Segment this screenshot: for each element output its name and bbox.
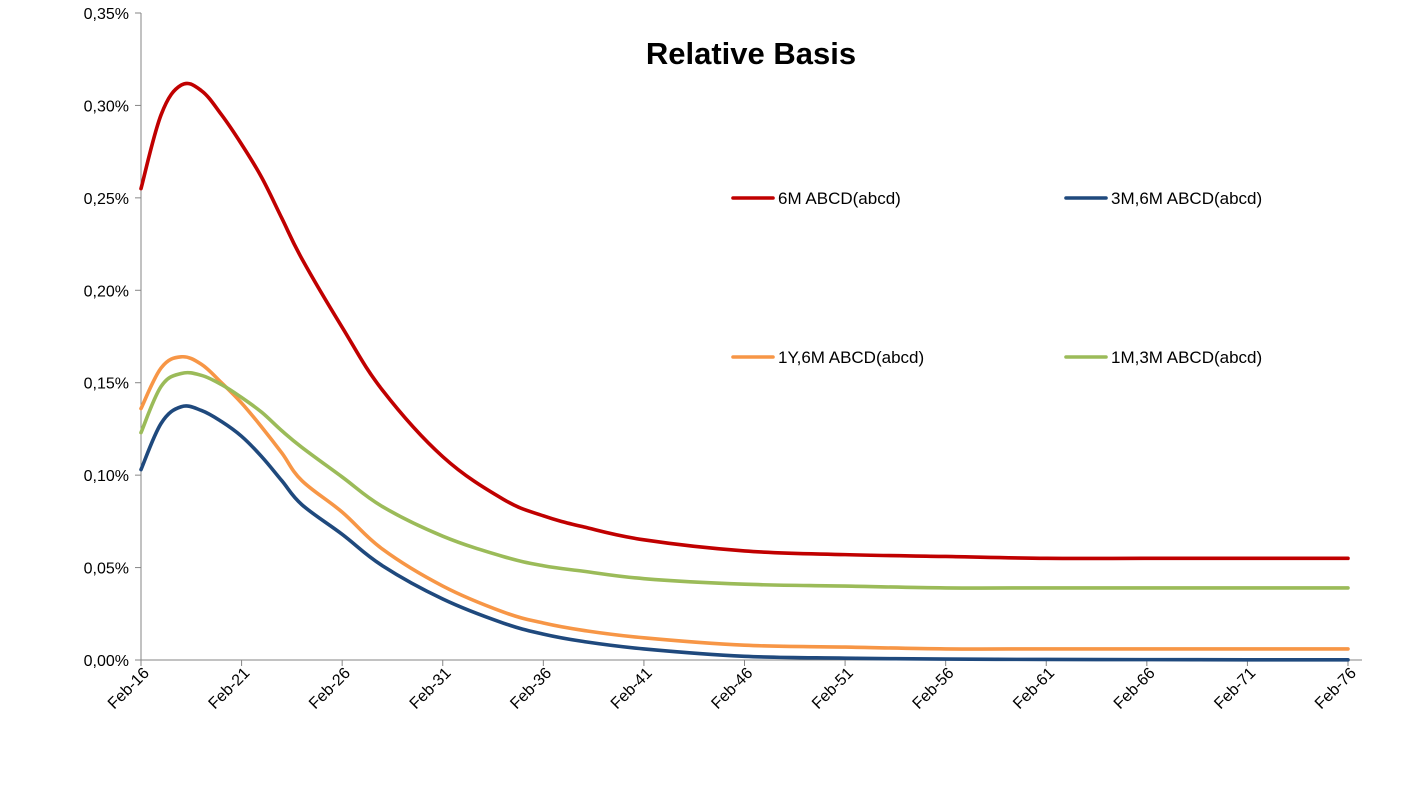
x-tick-label: Feb-21 [206,665,254,713]
y-tick-label: 0,25% [84,191,129,208]
y-tick-label: 0,00% [84,653,129,670]
x-tick-label: Feb-36 [507,665,555,713]
y-tick-label: 0,35% [84,6,129,23]
series-line-6m-abcd-abcd [139,81,1350,561]
legend: 6M ABCD(abcd) 3M,6M ABCD(abcd) 1Y,6M ABCD(… [731,189,1262,367]
y-tick-label: 0,30% [84,98,129,115]
legend-label-6m-abcd-abcd: 6M ABCD(abcd) [778,189,901,208]
x-tick-label: Feb-66 [1111,665,1159,713]
legend-label-3m-6m-abcd-abcd: 3M,6M ABCD(abcd) [1111,189,1262,208]
x-tick-label: Feb-51 [809,665,857,713]
x-tick-label: Feb-26 [306,665,354,713]
series-group [139,81,1350,662]
legend-label-1m-3m-abcd-abcd: 1M,3M ABCD(abcd) [1111,348,1262,367]
series-line-1y-6m-abcd-abcd [139,354,1350,651]
x-tick-label: Feb-76 [1312,665,1360,713]
x-tick-label: Feb-41 [608,665,656,713]
x-tick-label: Feb-31 [407,665,455,713]
x-tick-label: Feb-56 [910,665,958,713]
x-tick-label: Feb-16 [105,665,153,713]
x-tick-label: Feb-71 [1211,665,1259,713]
x-tick-label: Feb-61 [1010,665,1058,713]
chart-title: Relative Basis [646,36,856,71]
y-tick-label: 0,05% [84,561,129,578]
y-tick-label: 0,15% [84,376,129,393]
x-tick-label: Feb-46 [708,665,756,713]
series-line-1m-3m-abcd-abcd [139,370,1350,590]
legend-label-1y-6m-abcd-abcd: 1Y,6M ABCD(abcd) [778,348,924,367]
y-tick-label: 0,10% [84,468,129,485]
y-tick-label: 0,20% [84,283,129,300]
series-line-3m-6m-abcd-abcd [139,404,1350,662]
